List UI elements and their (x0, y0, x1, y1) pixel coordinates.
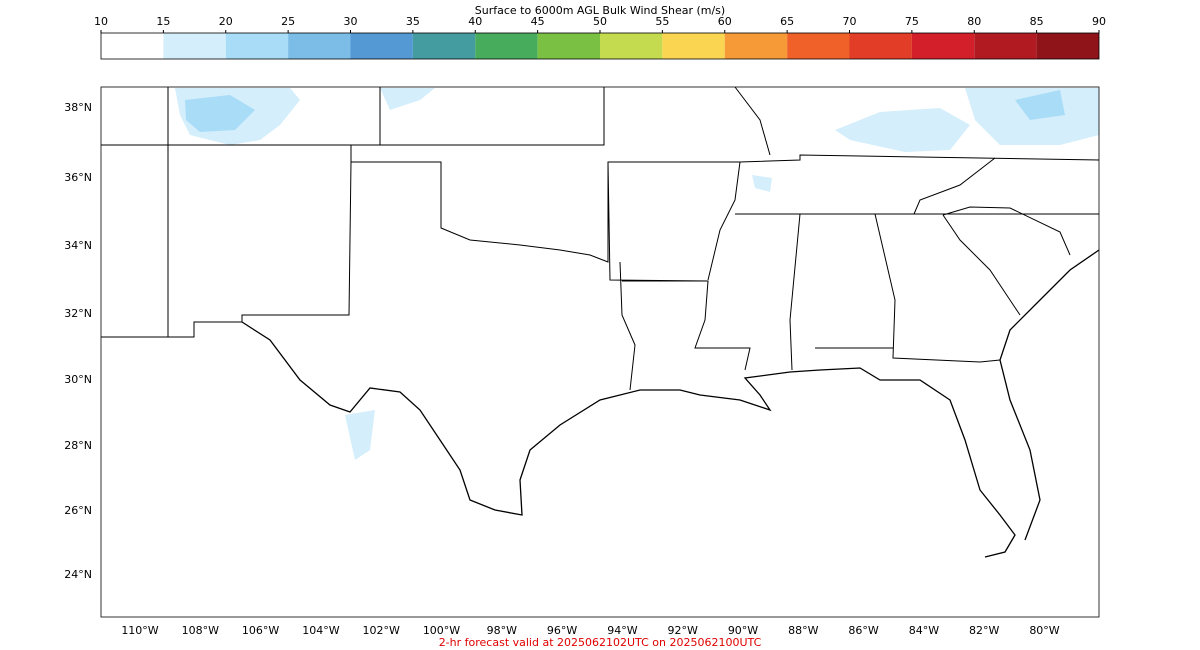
lat-label: 34°N (64, 239, 92, 252)
colorbar-title: Surface to 6000m AGL Bulk Wind Shear (m/… (475, 4, 725, 17)
lon-label: 102°W (363, 624, 400, 637)
shear-area (1015, 90, 1065, 120)
lat-labels: 38°N 36°N 34°N 32°N 30°N 28°N 26°N 24°N (64, 101, 92, 581)
lat-label: 30°N (64, 373, 92, 386)
colorbar-tick-label: 90 (1092, 15, 1106, 28)
colorbar-segment (662, 33, 725, 59)
lon-label: 108°W (182, 624, 219, 637)
lon-label: 86°W (848, 624, 878, 637)
colorbar-segment (101, 33, 164, 59)
colorbar-tick-label: 85 (1030, 15, 1044, 28)
colorbar-tick-label: 10 (94, 15, 108, 28)
colorbar-segment (225, 33, 289, 59)
lon-label: 106°W (242, 624, 279, 637)
colorbar-segment (787, 33, 850, 59)
shear-areas (175, 88, 1099, 460)
colorbar-segment (350, 33, 413, 59)
shear-area (835, 108, 970, 152)
colorbar-segment (537, 33, 600, 59)
lon-label: 88°W (788, 624, 818, 637)
colorbar-segment (1036, 33, 1099, 59)
colorbar-tick-label: 30 (344, 15, 358, 28)
shear-area (345, 410, 375, 460)
colorbar-tick-label: 45 (531, 15, 545, 28)
lon-label: 92°W (668, 624, 698, 637)
colorbar-segment (724, 33, 788, 59)
colorbar-tick-label: 60 (718, 15, 732, 28)
lon-label: 96°W (547, 624, 577, 637)
lon-labels: 110°W 108°W 106°W 104°W 102°W 100°W 98°W 96°W 94… (121, 624, 1059, 637)
colorbar-segment (849, 33, 912, 59)
colorbar-segment (288, 33, 351, 59)
shear-area (185, 95, 255, 132)
lon-label: 84°W (909, 624, 939, 637)
lon-label: 94°W (607, 624, 637, 637)
colorbar-segment (163, 33, 226, 59)
lat-label: 28°N (64, 439, 92, 452)
lat-label: 36°N (64, 171, 92, 184)
colorbar-tick-label: 70 (843, 15, 857, 28)
map-frame (100, 86, 1100, 618)
shear-area (752, 175, 772, 192)
colorbar-tick-label: 50 (593, 15, 607, 28)
map: 38°N 36°N 34°N 32°N 30°N 28°N 26°N 24°N 110°W 10… (64, 86, 1100, 637)
state-borders (101, 86, 1100, 391)
colorbar-tick-label: 15 (156, 15, 170, 28)
colorbar-tick-label: 25 (281, 15, 295, 28)
lat-label: 26°N (64, 504, 92, 517)
colorbar-tick-label: 75 (905, 15, 919, 28)
lon-label: 110°W (121, 624, 158, 637)
lat-label: 24°N (64, 568, 92, 581)
colorbar-tick-label: 65 (780, 15, 794, 28)
colorbar-tick-label: 35 (406, 15, 420, 28)
colorbar-tick-label: 20 (219, 15, 233, 28)
lat-label: 38°N (64, 101, 92, 114)
colorbar-tick-label: 80 (967, 15, 981, 28)
lat-label: 32°N (64, 307, 92, 320)
lon-label: 98°W (487, 624, 517, 637)
coastline (241, 249, 1100, 558)
colorbar-segment (911, 33, 975, 59)
lon-label: 100°W (423, 624, 460, 637)
lon-label: 82°W (969, 624, 999, 637)
lon-label: 90°W (728, 624, 758, 637)
colorbar-segment (412, 33, 476, 59)
colorbar: 10 15 20 25 30 35 40 45 50 55 60 65 70 75 80 85 90 (94, 15, 1106, 60)
colorbar-segment (475, 33, 538, 59)
lon-label: 80°W (1029, 624, 1059, 637)
lon-label: 104°W (302, 624, 339, 637)
colorbar-tick-label: 55 (655, 15, 669, 28)
colorbar-segment (600, 33, 663, 59)
forecast-note: 2-hr forecast valid at 2025062102UTC on … (439, 636, 762, 649)
colorbar-tick-label: 40 (468, 15, 482, 28)
shear-area (380, 88, 435, 110)
colorbar-segment (974, 33, 1037, 59)
